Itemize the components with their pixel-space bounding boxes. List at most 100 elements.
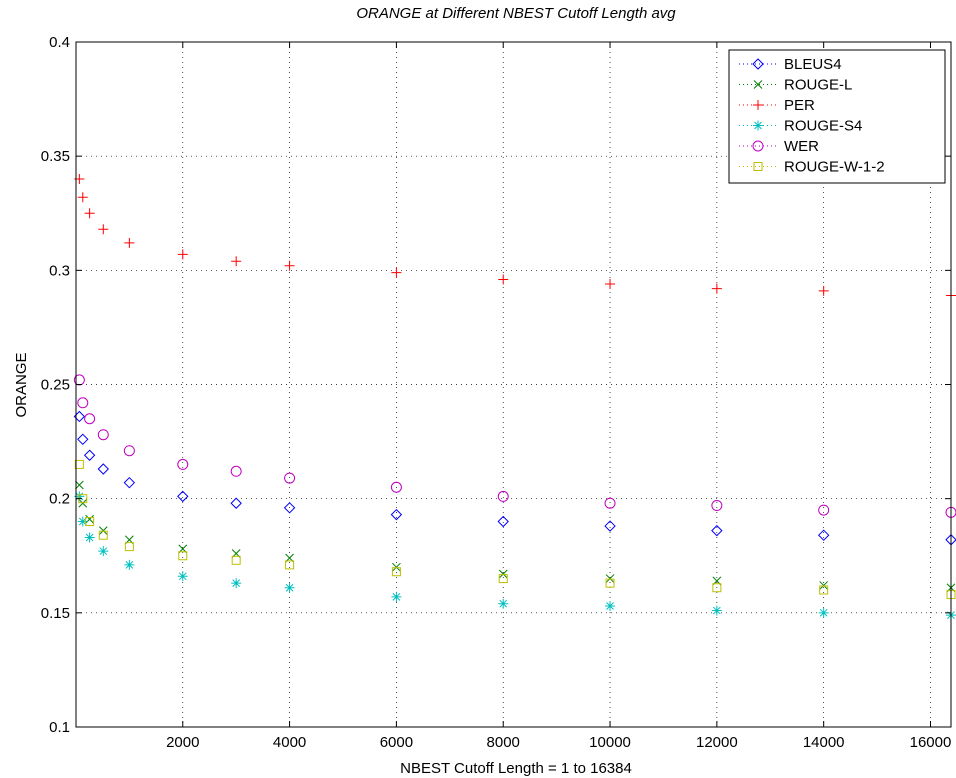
legend-item-rouge-s4: ROUGE-S4 [739, 118, 862, 135]
series-layer [73, 174, 956, 621]
legend: BLEUS4 ROUGE-L PER ROUGE-S4 WER ROUGE-W-1-2 [728, 49, 946, 184]
x-tick-label: 16000 [910, 734, 952, 751]
data-point [84, 413, 96, 425]
data-point [74, 491, 85, 502]
data-point [498, 569, 508, 579]
data-point [285, 560, 295, 570]
data-point [711, 500, 723, 512]
data-point [283, 502, 296, 514]
data-point [124, 237, 135, 248]
data-point [177, 571, 188, 582]
data-point [230, 497, 242, 509]
data-point [711, 524, 723, 537]
data-point [497, 490, 509, 502]
data-point [817, 529, 830, 541]
data-point [819, 585, 829, 595]
data-point [123, 476, 136, 489]
data-point [605, 578, 615, 588]
axis-ticks: 2000 4000 6000 8000 10000 12000 14000 16000 0.1 0… [41, 34, 952, 751]
data-point [77, 192, 88, 203]
data-point [604, 497, 616, 509]
data-point [284, 472, 296, 484]
data-point [124, 559, 135, 570]
y-tick-label: 0.4 [49, 34, 70, 51]
legend-item-rouge-l: ROUGE-L [739, 77, 852, 94]
data-point [97, 463, 109, 475]
data-point [818, 607, 829, 618]
x-tick-label: 12000 [696, 734, 738, 751]
data-point [124, 542, 134, 552]
data-point [231, 555, 241, 565]
data-point [84, 532, 95, 543]
data-point [177, 490, 189, 503]
data-point [392, 562, 401, 572]
y-tick-label: 0.15 [41, 605, 70, 622]
legend-item-bleus4: BLEUS4 [739, 56, 842, 73]
data-point [284, 260, 295, 271]
legend-label: ROUGE-W-1-2 [784, 159, 885, 176]
data-point [497, 515, 509, 528]
data-point [605, 600, 616, 611]
x-tick-label: 4000 [273, 734, 306, 751]
x-tick-label: 8000 [487, 734, 520, 751]
data-point [98, 224, 109, 235]
data-point [75, 480, 84, 490]
data-point [74, 459, 84, 469]
data-point [178, 551, 188, 561]
data-point [98, 530, 108, 540]
legend-marker [752, 58, 764, 70]
data-point [605, 574, 615, 583]
data-point [604, 520, 616, 532]
legend-item-rouge-w-1-2: ROUGE-W-1-2 [739, 159, 885, 176]
x-tick-label: 14000 [803, 734, 845, 751]
legend-label: ROUGE-L [784, 77, 852, 94]
data-point [818, 504, 830, 516]
data-point [177, 458, 189, 470]
data-point [98, 526, 108, 535]
data-point [77, 397, 89, 409]
series-rouge-w-1-2 [74, 459, 956, 600]
data-point [84, 208, 95, 219]
data-point [231, 256, 242, 267]
data-point [77, 433, 89, 446]
y-tick-label: 0.2 [49, 491, 70, 508]
data-point [230, 465, 242, 477]
data-point [284, 582, 295, 593]
data-point [78, 498, 88, 508]
data-point [177, 249, 188, 260]
series-wer [73, 374, 956, 518]
legend-marker [753, 162, 763, 171]
y-tick-label: 0.35 [41, 148, 70, 165]
data-point [712, 583, 722, 593]
legend-label: ROUGE-S4 [784, 118, 862, 135]
x-tick-label: 6000 [380, 734, 413, 751]
legend-item-per: PER [739, 97, 815, 114]
data-point [711, 605, 722, 616]
data-point [231, 578, 242, 589]
data-point [498, 274, 509, 285]
data-point [711, 283, 722, 294]
data-point [819, 581, 829, 590]
y-axis-title: ORANGE [13, 352, 30, 417]
y-tick-label: 0.25 [41, 377, 70, 394]
data-point [98, 546, 109, 557]
data-point [390, 508, 403, 521]
legend-item-wer: WER [739, 138, 819, 155]
data-point [498, 598, 509, 609]
chart-title: ORANGE at Different NBEST Cutoff Length … [356, 5, 676, 22]
data-point [391, 267, 402, 278]
data-point [77, 516, 88, 527]
data-point [391, 567, 401, 577]
data-point [390, 481, 402, 493]
legend-label: WER [784, 138, 819, 155]
x-axis-title: NBEST Cutoff Length = 1 to 16384 [400, 760, 632, 777]
data-point [97, 429, 109, 441]
y-tick-label: 0.3 [49, 262, 70, 279]
data-point [83, 449, 96, 461]
legend-marker [753, 100, 763, 110]
data-point [391, 591, 402, 602]
x-tick-label: 10000 [589, 734, 631, 751]
legend-label: PER [784, 97, 815, 114]
x-tick-label: 2000 [166, 734, 199, 751]
